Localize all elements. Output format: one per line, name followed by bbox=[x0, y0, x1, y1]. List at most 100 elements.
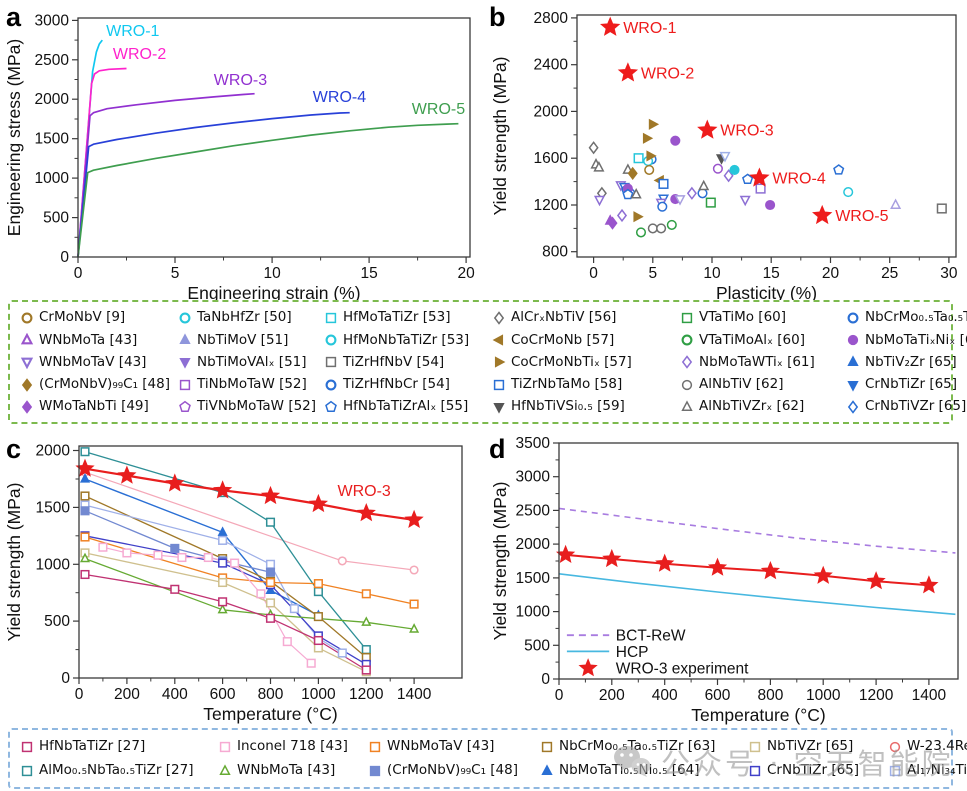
square-marker-icon bbox=[21, 741, 33, 753]
diamond-marker-icon bbox=[21, 400, 33, 414]
legend-item: NbCrMo₀.₅Ta₀.₅TiZr [63] bbox=[540, 735, 748, 759]
triangle-down-marker-icon bbox=[20, 358, 34, 370]
svg-text:1200: 1200 bbox=[859, 687, 894, 704]
triangle-up-marker-icon bbox=[847, 355, 859, 367]
svg-text:800: 800 bbox=[258, 686, 284, 703]
legend-item-label: TiZrHfNbCr [54] bbox=[343, 375, 450, 392]
panel-b-label: b bbox=[489, 2, 506, 32]
square-marker-icon bbox=[21, 765, 33, 777]
legend-item: WNbMoTaV [43] bbox=[368, 735, 540, 759]
svg-text:2000: 2000 bbox=[36, 443, 71, 460]
legend-item-label: NbMoTaWTiₓ [61] bbox=[699, 353, 815, 370]
svg-text:200: 200 bbox=[599, 687, 625, 704]
triangle-up-marker-icon bbox=[681, 400, 693, 411]
legend-item: TiNbMoTaW [52] bbox=[178, 374, 324, 396]
svg-text:1200: 1200 bbox=[349, 686, 384, 703]
svg-text:15: 15 bbox=[763, 265, 780, 282]
legend-item: TiVNbMoTaW [52] bbox=[178, 396, 324, 418]
svg-text:WRO-2: WRO-2 bbox=[641, 65, 694, 82]
legend-item: HfNbTaTiZrAlₓ [55] bbox=[324, 396, 492, 418]
legend-item: VTaTiMoAlₓ [60] bbox=[680, 329, 846, 351]
svg-text:2800: 2800 bbox=[534, 10, 569, 27]
svg-text:WRO-4: WRO-4 bbox=[313, 89, 366, 106]
legend-item: WNbMoTa [43] bbox=[20, 329, 178, 351]
legend-item-label: W-23.4Re-Hf-C [68] bbox=[907, 738, 967, 755]
legend-item: (CrMoNbV)₉₉C₁ [48] bbox=[368, 759, 540, 783]
circle-marker-icon bbox=[325, 334, 337, 346]
svg-text:0: 0 bbox=[541, 671, 550, 688]
pentagon-marker-icon bbox=[325, 400, 337, 412]
square-marker-icon bbox=[493, 379, 505, 390]
legend-item: Al₁₇Ni₃₄Ti₁₇V₃₂ [69] bbox=[888, 759, 967, 783]
panel-b-svg: WRO-1 WRO-2 WRO-3 WRO-4 WRO-5 0 5 10 15 20 25 30 800… bbox=[490, 10, 958, 300]
legend-item: WMoTaNbTi [49] bbox=[20, 396, 178, 418]
legend-item-label: NbCrMo₀.₅Ta₀.₅TiZr [63] bbox=[865, 309, 967, 326]
circle-marker-icon bbox=[681, 379, 693, 390]
svg-text:0: 0 bbox=[75, 686, 84, 703]
triangle-up-marker-icon bbox=[20, 333, 34, 345]
panel-c-label: c bbox=[6, 434, 22, 464]
svg-text:WRO-1: WRO-1 bbox=[623, 20, 676, 37]
legend-item: WNbMoTa [43] bbox=[218, 759, 368, 783]
svg-text:5: 5 bbox=[648, 265, 657, 282]
svg-text:WRO-3: WRO-3 bbox=[214, 72, 267, 89]
legend-item: NbCrMo₀.₅Ta₀.₅TiZr [63] bbox=[846, 307, 967, 329]
svg-text:5: 5 bbox=[171, 265, 180, 282]
svg-text:20: 20 bbox=[457, 265, 475, 282]
panel-c-svg: WRO-3 0 200 400 600 800 1000 1200 1400 0 500 1000 15… bbox=[4, 443, 463, 724]
legend-item-label: (CrMoNbV)₉₉C₁ [48] bbox=[387, 762, 518, 779]
svg-text:WRO-2: WRO-2 bbox=[113, 46, 166, 63]
svg-text:2500: 2500 bbox=[35, 52, 70, 69]
svg-text:Plasticity (%): Plasticity (%) bbox=[716, 283, 817, 300]
svg-text:1400: 1400 bbox=[397, 686, 432, 703]
legend-item-label: HfNbTaTiZr [27] bbox=[39, 738, 146, 755]
legend-item-label: WNbMoTaV [43] bbox=[39, 353, 147, 370]
svg-text:Temperature (°C): Temperature (°C) bbox=[203, 704, 337, 724]
svg-text:800: 800 bbox=[542, 244, 568, 261]
svg-text:10: 10 bbox=[263, 265, 281, 282]
triangle-left-marker-icon bbox=[492, 334, 504, 346]
diamond-marker-icon bbox=[493, 311, 505, 325]
legend-item: AlNbTiVZrₓ [62] bbox=[680, 396, 846, 418]
legend-item-label: NbTiV₂Zr [65] bbox=[865, 353, 957, 370]
legend-item-label: NbMoTaTiₓNiₓ [64] bbox=[865, 331, 967, 348]
legend-item: CrNbTiZr [65] bbox=[846, 374, 967, 396]
legend-item-label: AlCrₓNbTiV [56] bbox=[511, 309, 617, 326]
legend-item-label: TiZrNbTaMo [58] bbox=[511, 375, 623, 392]
circle-marker-icon bbox=[21, 312, 33, 324]
svg-text:1400: 1400 bbox=[912, 687, 947, 704]
svg-text:WRO-4: WRO-4 bbox=[772, 171, 825, 188]
square-marker-icon bbox=[179, 379, 191, 390]
legend-item-label: CoCrMoNbTiₓ [57] bbox=[511, 353, 632, 370]
legend-item: NbTiMoVAlₓ [51] bbox=[178, 351, 324, 373]
svg-text:Yield strength (MPa): Yield strength (MPa) bbox=[490, 482, 510, 641]
legend-item: (CrMoNbV)₉₉C₁ [48] bbox=[20, 374, 178, 396]
legend-item-label: TiZrHfNbV [54] bbox=[343, 353, 445, 370]
legend-item: TiZrHfNbV [54] bbox=[324, 351, 492, 373]
svg-text:0: 0 bbox=[61, 670, 70, 687]
svg-text:HCP: HCP bbox=[616, 644, 649, 661]
svg-text:3000: 3000 bbox=[516, 469, 551, 486]
legend-item: HfMoNbTaTiZr [53] bbox=[324, 329, 492, 351]
legend-item: NbMoTaTi₀.₅Ni₀.₅ [64] bbox=[540, 759, 748, 783]
legend-item-label: WNbMoTa [43] bbox=[237, 762, 336, 779]
legend-item-label: HfNbTaTiZrAlₓ [55] bbox=[343, 398, 469, 415]
legend-item-label: HfNbTiVSi₀.₅ [59] bbox=[511, 398, 625, 415]
svg-text:800: 800 bbox=[757, 687, 783, 704]
svg-text:500: 500 bbox=[524, 637, 550, 654]
svg-text:2000: 2000 bbox=[516, 536, 551, 553]
legend-item: TiZrHfNbCr [54] bbox=[324, 374, 492, 396]
svg-text:500: 500 bbox=[43, 210, 69, 227]
panel-d-label: d bbox=[489, 434, 506, 464]
triangle-up-marker-icon bbox=[541, 764, 553, 776]
legend-item: TiZrNbTaMo [58] bbox=[492, 374, 680, 396]
legend-item-label: NbMoTaTi₀.₅Ni₀.₅ [64] bbox=[559, 762, 700, 779]
svg-text:0: 0 bbox=[60, 249, 69, 266]
svg-text:Temperature (°C): Temperature (°C) bbox=[691, 705, 825, 725]
diamond-marker-icon bbox=[681, 355, 693, 370]
legend-item: NbTiVZr [65] bbox=[748, 735, 888, 759]
svg-text:WRO-3: WRO-3 bbox=[720, 123, 773, 140]
square-marker-icon bbox=[325, 312, 337, 324]
